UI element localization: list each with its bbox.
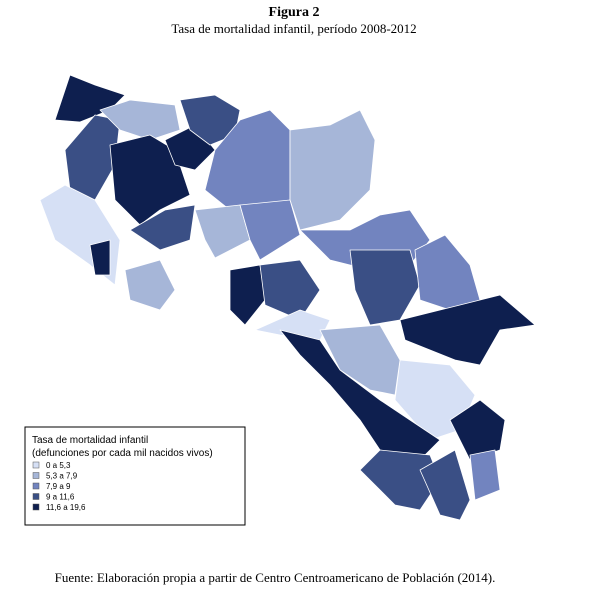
legend-title: (defunciones por cada mil nacidos vivos) xyxy=(32,448,213,459)
legend-title: Tasa de mortalidad infantil xyxy=(32,435,148,446)
legend-swatch xyxy=(32,482,40,490)
legend-swatch xyxy=(32,461,40,469)
legend-label: 0 a 5,3 xyxy=(46,461,71,470)
legend-box xyxy=(24,426,246,526)
legend-swatch xyxy=(32,493,40,500)
legend-swatch xyxy=(32,472,40,479)
map xyxy=(39,74,536,521)
legend: Tasa de mortalidad infantil (defunciones … xyxy=(24,426,246,526)
legend-label: 7,9 a 9 xyxy=(46,482,71,491)
source-note: Fuente: Elaboración propia a partir de C… xyxy=(55,570,496,585)
figure-title: Tasa de mortalidad infantil, período 200… xyxy=(171,21,416,36)
legend-label: 9 a 11,6 xyxy=(46,493,75,502)
legend-swatch xyxy=(32,503,40,511)
legend-label: 11,6 a 19,6 xyxy=(46,503,86,512)
legend-label: 5,3 a 7,9 xyxy=(46,472,78,481)
figure-label: Figura 2 xyxy=(269,5,320,20)
